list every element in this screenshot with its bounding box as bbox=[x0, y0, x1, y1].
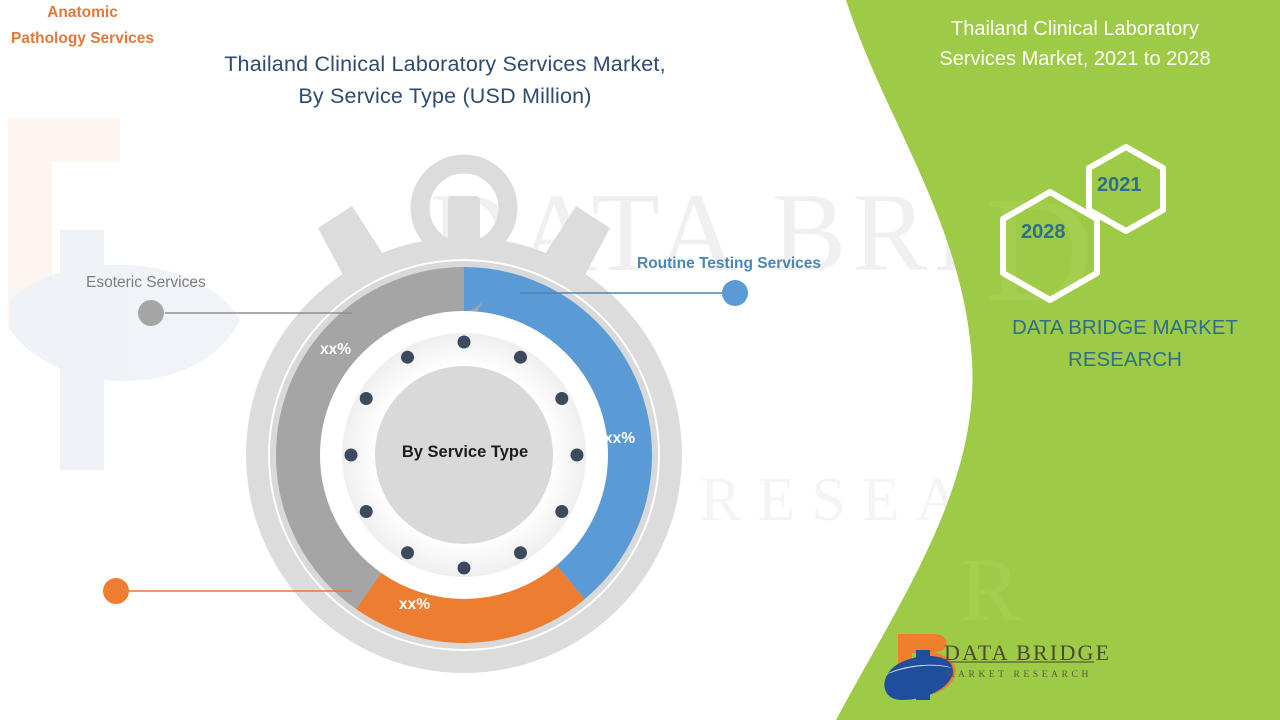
green-panel-shape bbox=[836, 0, 1280, 720]
dial-center-disc bbox=[375, 366, 553, 544]
dbmr-logo-mark bbox=[884, 634, 1094, 700]
callout-dot-esoteric[interactable] bbox=[138, 300, 164, 326]
page-title-line2: By Service Type (USD Million) bbox=[298, 84, 592, 108]
segment-percent-routine: xx% bbox=[604, 430, 636, 447]
hexagon-2021 bbox=[1086, 144, 1166, 234]
svg-text:R: R bbox=[960, 541, 1020, 640]
callout-label-routine-testing-services[interactable]: Routine Testing Services bbox=[637, 255, 822, 272]
callout-leaders bbox=[103, 280, 748, 604]
dial-tick-dots bbox=[344, 335, 584, 575]
green-panel-brand-line2: RESEARCH bbox=[1068, 348, 1182, 371]
page-title: Thailand Clinical Laboratory Services Ma… bbox=[120, 48, 770, 112]
logo-tagline: MARKET RESEARCH bbox=[946, 670, 1092, 680]
watermark-logo-glyph bbox=[8, 118, 240, 470]
donut-center-label: By Service Type bbox=[401, 443, 529, 461]
hexagon-label-2028: 2028 bbox=[1021, 221, 1066, 243]
logo-wordmark: DATA BRIDGE bbox=[944, 640, 1112, 665]
donut-segments bbox=[276, 267, 652, 643]
callout-dot-routine[interactable] bbox=[722, 280, 748, 306]
green-panel-brand: DATA BRIDGE MARKET RESEARCH bbox=[960, 312, 1280, 376]
green-panel-brand-line1: DATA BRIDGE MARKET bbox=[1012, 316, 1238, 339]
green-panel-title: Thailand Clinical Laboratory Services Ma… bbox=[880, 14, 1270, 74]
callout-label-anatomic-line2: Pathology Services bbox=[10, 30, 154, 47]
callout-dot-anatomic[interactable] bbox=[103, 578, 129, 604]
segment-percent-anatomic: xx% bbox=[399, 596, 431, 613]
green-panel-title-line1: Thailand Clinical Laboratory bbox=[951, 18, 1199, 40]
callout-label-esoteric-services[interactable]: Esoteric Services bbox=[86, 274, 206, 291]
callout-label-anatomic-line1: Anatomic bbox=[47, 4, 118, 21]
segment-percent-esoteric: xx% bbox=[320, 341, 352, 358]
donut-segment-esoteric-services[interactable] bbox=[276, 267, 652, 643]
green-panel-title-line2: Services Market, 2021 to 2028 bbox=[939, 48, 1211, 70]
hexagon-label-2021: 2021 bbox=[1097, 174, 1142, 196]
hexagon-2028 bbox=[1000, 189, 1100, 303]
page-title-line1: Thailand Clinical Laboratory Services Ma… bbox=[224, 52, 666, 76]
donut-segment-anatomic-pathology-services[interactable] bbox=[276, 267, 652, 643]
callout-label-anatomic-pathology-services[interactable]: Anatomic Pathology Services bbox=[0, 0, 165, 52]
